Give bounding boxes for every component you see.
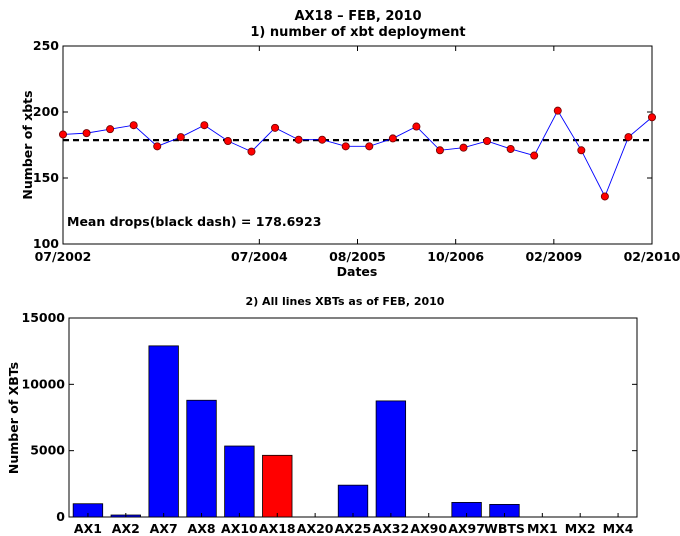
data-point: [341, 142, 350, 151]
series-line: [62, 109, 653, 198]
top-chart-title: AX18 – FEB, 2010: [294, 9, 421, 24]
bottom-x-tick-label: MX2: [565, 521, 596, 536]
data-point: [271, 123, 280, 132]
top-y-tick-label: 100: [33, 236, 59, 251]
top-chart-marks: 100 150 200 250 07/2002 07/2004 08/2005 10/2006…: [33, 38, 680, 264]
top-x-tick-label: 08/2005: [329, 249, 386, 264]
top-y-axis-label: Number of xbts: [20, 90, 35, 199]
top-x-tick-label: 10/2006: [427, 249, 484, 264]
bottom-x-tick-label: AX10: [221, 521, 258, 536]
data-point: [129, 121, 138, 130]
bottom-chart: 2) All lines XBTs as of FEB, 2010 0 5000 1…: [6, 295, 638, 536]
bottom-x-tick-label: AX20: [297, 521, 334, 536]
data-point: [106, 125, 115, 134]
data-point: [435, 146, 444, 155]
data-point: [412, 122, 421, 131]
bottom-x-tick-label: AX25: [335, 521, 372, 536]
data-point: [483, 137, 492, 146]
top-x-tick-label: 02/2010: [624, 249, 680, 264]
bottom-y-tick-label: 10000: [22, 376, 66, 391]
bottom-y-tick-label: 15000: [22, 310, 66, 325]
data-point: [82, 129, 91, 138]
bottom-x-tick-label: MX4: [603, 521, 634, 536]
bottom-x-tick-label: AX2: [112, 521, 140, 536]
data-point: [577, 146, 586, 155]
bottom-y-axis-label: Number of XBTs: [6, 362, 21, 474]
bottom-x-tick-label: MX1: [527, 521, 558, 536]
bottom-x-tick-label: AX32: [373, 521, 410, 536]
bottom-x-tick-label: AX8: [188, 521, 216, 536]
bar: [224, 445, 255, 518]
top-y-tick-label: 250: [33, 38, 59, 53]
data-point: [459, 143, 468, 152]
data-point: [648, 113, 657, 122]
bar: [262, 454, 293, 518]
data-point: [247, 147, 256, 156]
bottom-x-tick-label: WBTS: [484, 521, 525, 536]
bottom-chart-title: 2) All lines XBTs as of FEB, 2010: [246, 295, 445, 308]
data-point: [294, 135, 303, 144]
data-point: [506, 144, 515, 153]
bottom-x-tick-label: AX1: [74, 521, 102, 536]
top-y-tick-label: 150: [33, 170, 59, 185]
bottom-x-tick-label: AX90: [410, 521, 447, 536]
bar: [186, 399, 217, 518]
data-point: [223, 137, 232, 146]
top-chart: AX18 – FEB, 2010 1) number of xbt deploy…: [20, 9, 680, 279]
data-point: [59, 130, 68, 139]
data-point: [176, 133, 185, 142]
data-point: [153, 142, 162, 151]
data-point: [200, 121, 209, 130]
bottom-y-tick-label: 5000: [30, 443, 65, 458]
top-x-tick-label: 07/2002: [35, 249, 92, 264]
data-point: [318, 135, 327, 144]
bar: [337, 484, 369, 518]
bottom-y-tick-label: 0: [56, 509, 65, 524]
top-x-tick-label: 07/2004: [231, 249, 288, 264]
data-point: [600, 192, 609, 201]
mean-annotation: Mean drops(black dash) = 178.6923: [67, 214, 321, 229]
top-y-tick-label: 200: [33, 104, 59, 119]
data-point: [530, 151, 539, 160]
bar: [375, 400, 407, 518]
bottom-x-tick-label: AX18: [259, 521, 296, 536]
top-x-axis-label: Dates: [337, 264, 378, 279]
top-x-tick-label: 02/2009: [525, 249, 582, 264]
data-point: [553, 106, 562, 115]
data-point: [388, 134, 397, 143]
data-point: [365, 142, 374, 151]
top-chart-subtitle: 1) number of xbt deployment: [250, 25, 465, 40]
bottom-x-tick-label: AX97: [448, 521, 485, 536]
data-point: [624, 133, 633, 142]
bottom-x-tick-label: AX7: [150, 521, 178, 536]
bar: [148, 345, 179, 518]
